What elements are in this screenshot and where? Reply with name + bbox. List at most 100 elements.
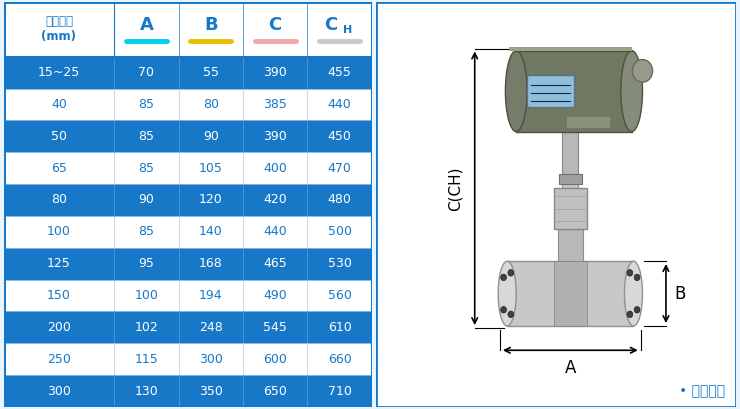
Circle shape <box>633 60 653 82</box>
Bar <box>4 280 372 311</box>
Text: A: A <box>139 16 153 34</box>
Circle shape <box>627 270 633 276</box>
Text: 390: 390 <box>263 66 287 79</box>
Text: 85: 85 <box>138 130 155 143</box>
Text: 470: 470 <box>328 162 352 175</box>
Text: 300: 300 <box>47 384 71 398</box>
Text: 100: 100 <box>47 225 71 238</box>
Text: 710: 710 <box>328 384 352 398</box>
Text: 300: 300 <box>199 353 223 366</box>
Text: 95: 95 <box>138 257 155 270</box>
Bar <box>4 375 372 407</box>
Bar <box>554 261 587 326</box>
Text: 90: 90 <box>203 130 219 143</box>
Text: 350: 350 <box>199 384 223 398</box>
Text: 150: 150 <box>47 289 71 302</box>
Text: 530: 530 <box>328 257 352 270</box>
Bar <box>4 343 372 375</box>
Text: 385: 385 <box>263 98 287 111</box>
Text: 130: 130 <box>135 384 158 398</box>
Ellipse shape <box>625 261 642 326</box>
Text: 250: 250 <box>47 353 71 366</box>
Text: 85: 85 <box>138 225 155 238</box>
Text: 65: 65 <box>51 162 67 175</box>
Text: 455: 455 <box>328 66 352 79</box>
Text: 248: 248 <box>199 321 223 334</box>
Circle shape <box>634 306 640 313</box>
Bar <box>559 174 582 184</box>
Text: B: B <box>204 16 218 34</box>
Bar <box>567 117 610 128</box>
Text: 450: 450 <box>328 130 352 143</box>
Bar <box>507 261 633 326</box>
Text: 420: 420 <box>263 193 287 207</box>
Text: H: H <box>343 25 352 35</box>
Text: 102: 102 <box>135 321 158 334</box>
Bar <box>4 216 372 248</box>
Text: 480: 480 <box>328 193 352 207</box>
Text: 50: 50 <box>51 130 67 143</box>
Text: 500: 500 <box>328 225 352 238</box>
Circle shape <box>508 311 514 317</box>
Text: 168: 168 <box>199 257 223 270</box>
Text: 400: 400 <box>263 162 287 175</box>
Bar <box>558 229 583 261</box>
Text: 105: 105 <box>199 162 223 175</box>
Bar <box>562 132 579 174</box>
Circle shape <box>634 274 640 281</box>
Text: 80: 80 <box>51 193 67 207</box>
Circle shape <box>501 306 506 313</box>
Text: 545: 545 <box>263 321 287 334</box>
Text: 115: 115 <box>135 353 158 366</box>
Bar <box>554 188 587 229</box>
Bar <box>517 51 632 132</box>
Text: 610: 610 <box>328 321 352 334</box>
Circle shape <box>501 274 506 281</box>
Text: 490: 490 <box>263 289 287 302</box>
Text: 85: 85 <box>138 162 155 175</box>
Circle shape <box>627 311 633 317</box>
Text: 194: 194 <box>199 289 223 302</box>
Text: 125: 125 <box>47 257 71 270</box>
Text: 90: 90 <box>138 193 155 207</box>
Bar <box>4 2 372 57</box>
Text: B: B <box>675 285 686 303</box>
Bar <box>4 184 372 216</box>
Text: C(CH): C(CH) <box>448 166 462 211</box>
Text: • 常规仗表: • 常规仗表 <box>679 384 725 398</box>
Text: 仗表口径
(mm): 仗表口径 (mm) <box>41 16 76 43</box>
Text: 120: 120 <box>199 193 223 207</box>
Text: 80: 80 <box>203 98 219 111</box>
Text: 440: 440 <box>263 225 287 238</box>
Bar <box>509 47 632 51</box>
Text: 85: 85 <box>138 98 155 111</box>
Text: 140: 140 <box>199 225 223 238</box>
Text: 55: 55 <box>203 66 219 79</box>
Bar <box>4 248 372 280</box>
Text: 200: 200 <box>47 321 71 334</box>
Text: A: A <box>565 360 576 378</box>
Ellipse shape <box>498 261 517 326</box>
Text: 600: 600 <box>263 353 287 366</box>
Text: 100: 100 <box>135 289 158 302</box>
Text: C: C <box>269 16 282 34</box>
Ellipse shape <box>505 51 527 132</box>
Bar <box>4 89 372 120</box>
Text: 390: 390 <box>263 130 287 143</box>
Bar <box>4 311 372 343</box>
Bar <box>562 184 578 188</box>
Bar <box>4 57 372 89</box>
Text: 70: 70 <box>138 66 155 79</box>
Text: C: C <box>325 16 337 34</box>
Text: 660: 660 <box>328 353 352 366</box>
Bar <box>4 120 372 152</box>
Bar <box>4 152 372 184</box>
Text: 560: 560 <box>328 289 352 302</box>
Text: 650: 650 <box>263 384 287 398</box>
Ellipse shape <box>621 51 642 132</box>
Text: 40: 40 <box>51 98 67 111</box>
Text: 15~25: 15~25 <box>38 66 80 79</box>
Text: 440: 440 <box>328 98 352 111</box>
Text: 465: 465 <box>263 257 287 270</box>
Circle shape <box>508 270 514 276</box>
